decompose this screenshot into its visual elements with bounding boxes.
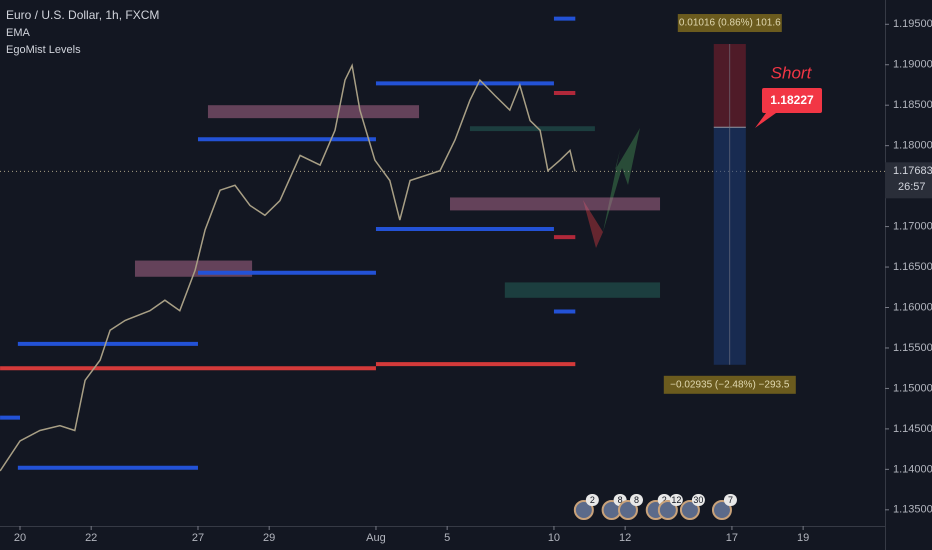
price-line [0, 63, 576, 472]
event-badge [585, 494, 599, 506]
y-tick-label: 1.13500 [893, 504, 932, 516]
event-icon [657, 500, 678, 520]
y-tick-label: 1.18000 [893, 140, 932, 152]
y-tick-label: 1.18500 [893, 99, 932, 111]
down-arrow [583, 200, 603, 248]
event-count: 30 [693, 495, 703, 505]
x-tick-label: 10 [548, 532, 560, 544]
x-tick-label: 22 [85, 532, 97, 544]
zone [469, 126, 595, 132]
x-tick-label: 27 [192, 532, 204, 544]
zone [504, 282, 661, 298]
y-tick-label: 1.17000 [893, 220, 932, 232]
y-tick-label: 1.19000 [893, 59, 932, 71]
target-label: −0.02935 (−2.48%) −293.5 [670, 379, 790, 390]
x-tick-label: Aug [366, 532, 386, 544]
y-tick-label: 1.16000 [893, 301, 932, 313]
event-icon [711, 500, 732, 520]
x-tick-label: 19 [797, 532, 809, 544]
stop-label-box [677, 14, 782, 33]
current-price-label: 1.17683 [893, 165, 932, 177]
event-badge [691, 494, 705, 506]
x-tick-label: 17 [726, 532, 738, 544]
entry-label-box [762, 88, 822, 113]
zone [450, 197, 661, 211]
x-tick-label: 29 [263, 532, 275, 544]
y-tick-label: 1.15500 [893, 342, 932, 354]
event-badge [723, 494, 737, 506]
target-label-box [663, 375, 796, 394]
indicator-label: EMA [6, 27, 31, 39]
event-count: 8 [634, 495, 639, 505]
x-tick-label: 12 [619, 532, 631, 544]
entry-label: 1.18227 [770, 93, 814, 107]
indicator-label: EgoMist Levels [6, 44, 81, 56]
zone [207, 105, 420, 119]
stop-label: 0.01016 (0.86%) 101.6 [679, 18, 781, 29]
y-tick-label: 1.16500 [893, 261, 932, 273]
event-count: 8 [618, 495, 623, 505]
event-icon [617, 500, 638, 520]
y-tick-label: 1.14500 [893, 423, 932, 435]
y-tick-label: 1.15000 [893, 382, 932, 394]
event-count: 12 [671, 495, 681, 505]
event-badge [669, 494, 683, 506]
up-arrow [603, 128, 640, 232]
x-tick-label: 20 [14, 532, 26, 544]
event-count: 2 [662, 495, 667, 505]
y-tick-label: 1.14000 [893, 463, 932, 475]
symbol-title: Euro / U.S. Dollar, 1h, FXCM [6, 8, 159, 22]
x-tick-label: 5 [444, 532, 450, 544]
position-type: Short [771, 63, 813, 82]
event-icon [573, 500, 594, 520]
current-price-box [885, 162, 932, 199]
event-count: 2 [590, 495, 595, 505]
event-icon [679, 500, 700, 520]
y-tick-label: 1.19500 [893, 18, 932, 30]
event-count: 7 [728, 495, 733, 505]
countdown: 26:57 [898, 181, 926, 193]
event-badge [629, 494, 643, 506]
entry-callout [755, 113, 776, 128]
